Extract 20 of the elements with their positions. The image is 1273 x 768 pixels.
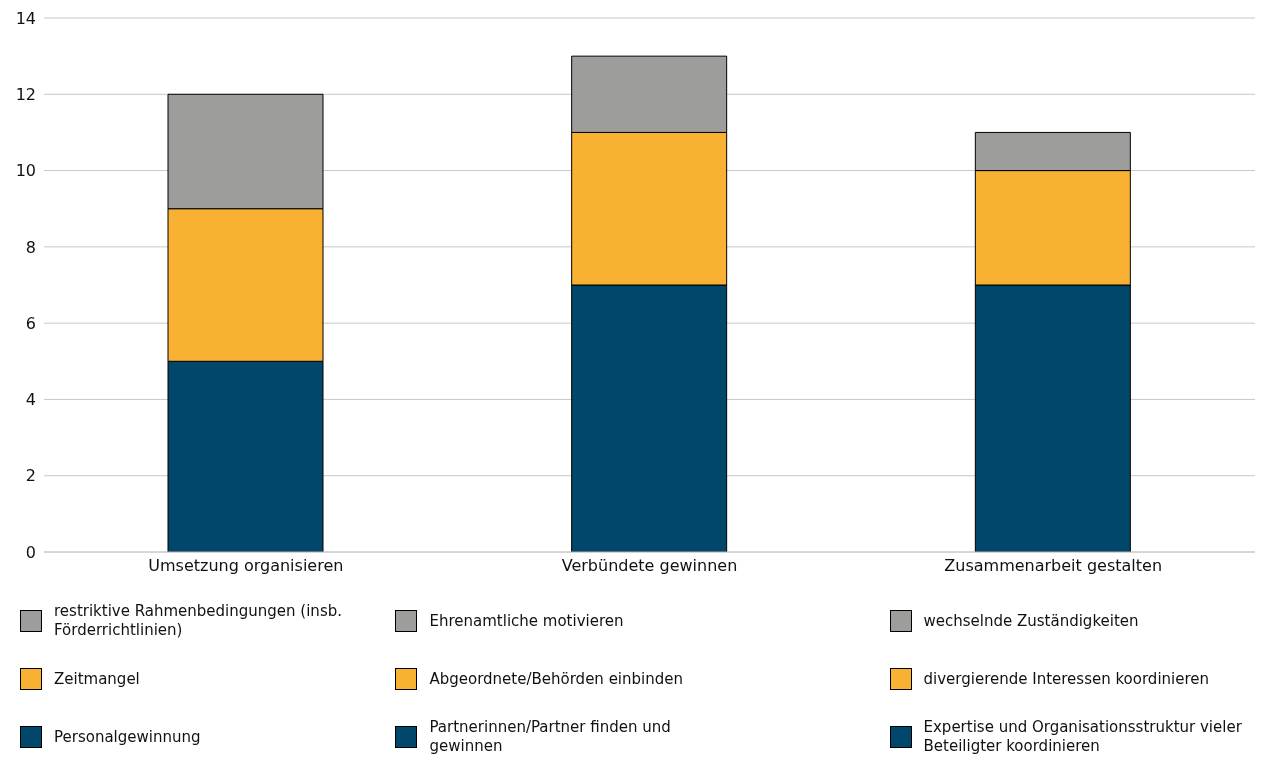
legend-label: Zeitmangel	[54, 669, 141, 689]
legend-label: wechselnde Zuständigkeiten	[923, 611, 1140, 631]
legend-label: Personalgewinnung	[54, 727, 202, 747]
legend-label: restriktive Rahmenbedingungen (insb. Förderrichtlinien)	[54, 602, 343, 640]
y-tick-label: 0	[25, 542, 36, 562]
legend-label: Partnerinnen/Partner finden und gewinnen	[429, 718, 672, 756]
legend-label: Expertise und Organisationsstruktur vieler Beteiligter koordinieren	[923, 718, 1243, 756]
y-tick-label: 8	[25, 237, 36, 257]
legend-label: divergierende Interessen koordinieren	[923, 669, 1211, 689]
y-tick-label: 4	[25, 390, 36, 410]
legend-label: Abgeordnete/Behörden einbinden	[429, 669, 684, 689]
y-tick-label: 10	[15, 161, 36, 181]
y-tick-label: 6	[25, 313, 36, 333]
y-tick-label: 2	[25, 466, 36, 486]
y-tick-label: 12	[15, 84, 36, 104]
x-tick-label: Umsetzung organisieren	[148, 556, 344, 576]
legend-label: Ehrenamtliche motivieren	[429, 611, 625, 631]
y-tick-label: 14	[15, 8, 36, 28]
x-tick-label: Zusammenarbeit gestalten	[944, 556, 1163, 576]
x-tick-label: Verbündete gewinnen	[561, 556, 738, 576]
